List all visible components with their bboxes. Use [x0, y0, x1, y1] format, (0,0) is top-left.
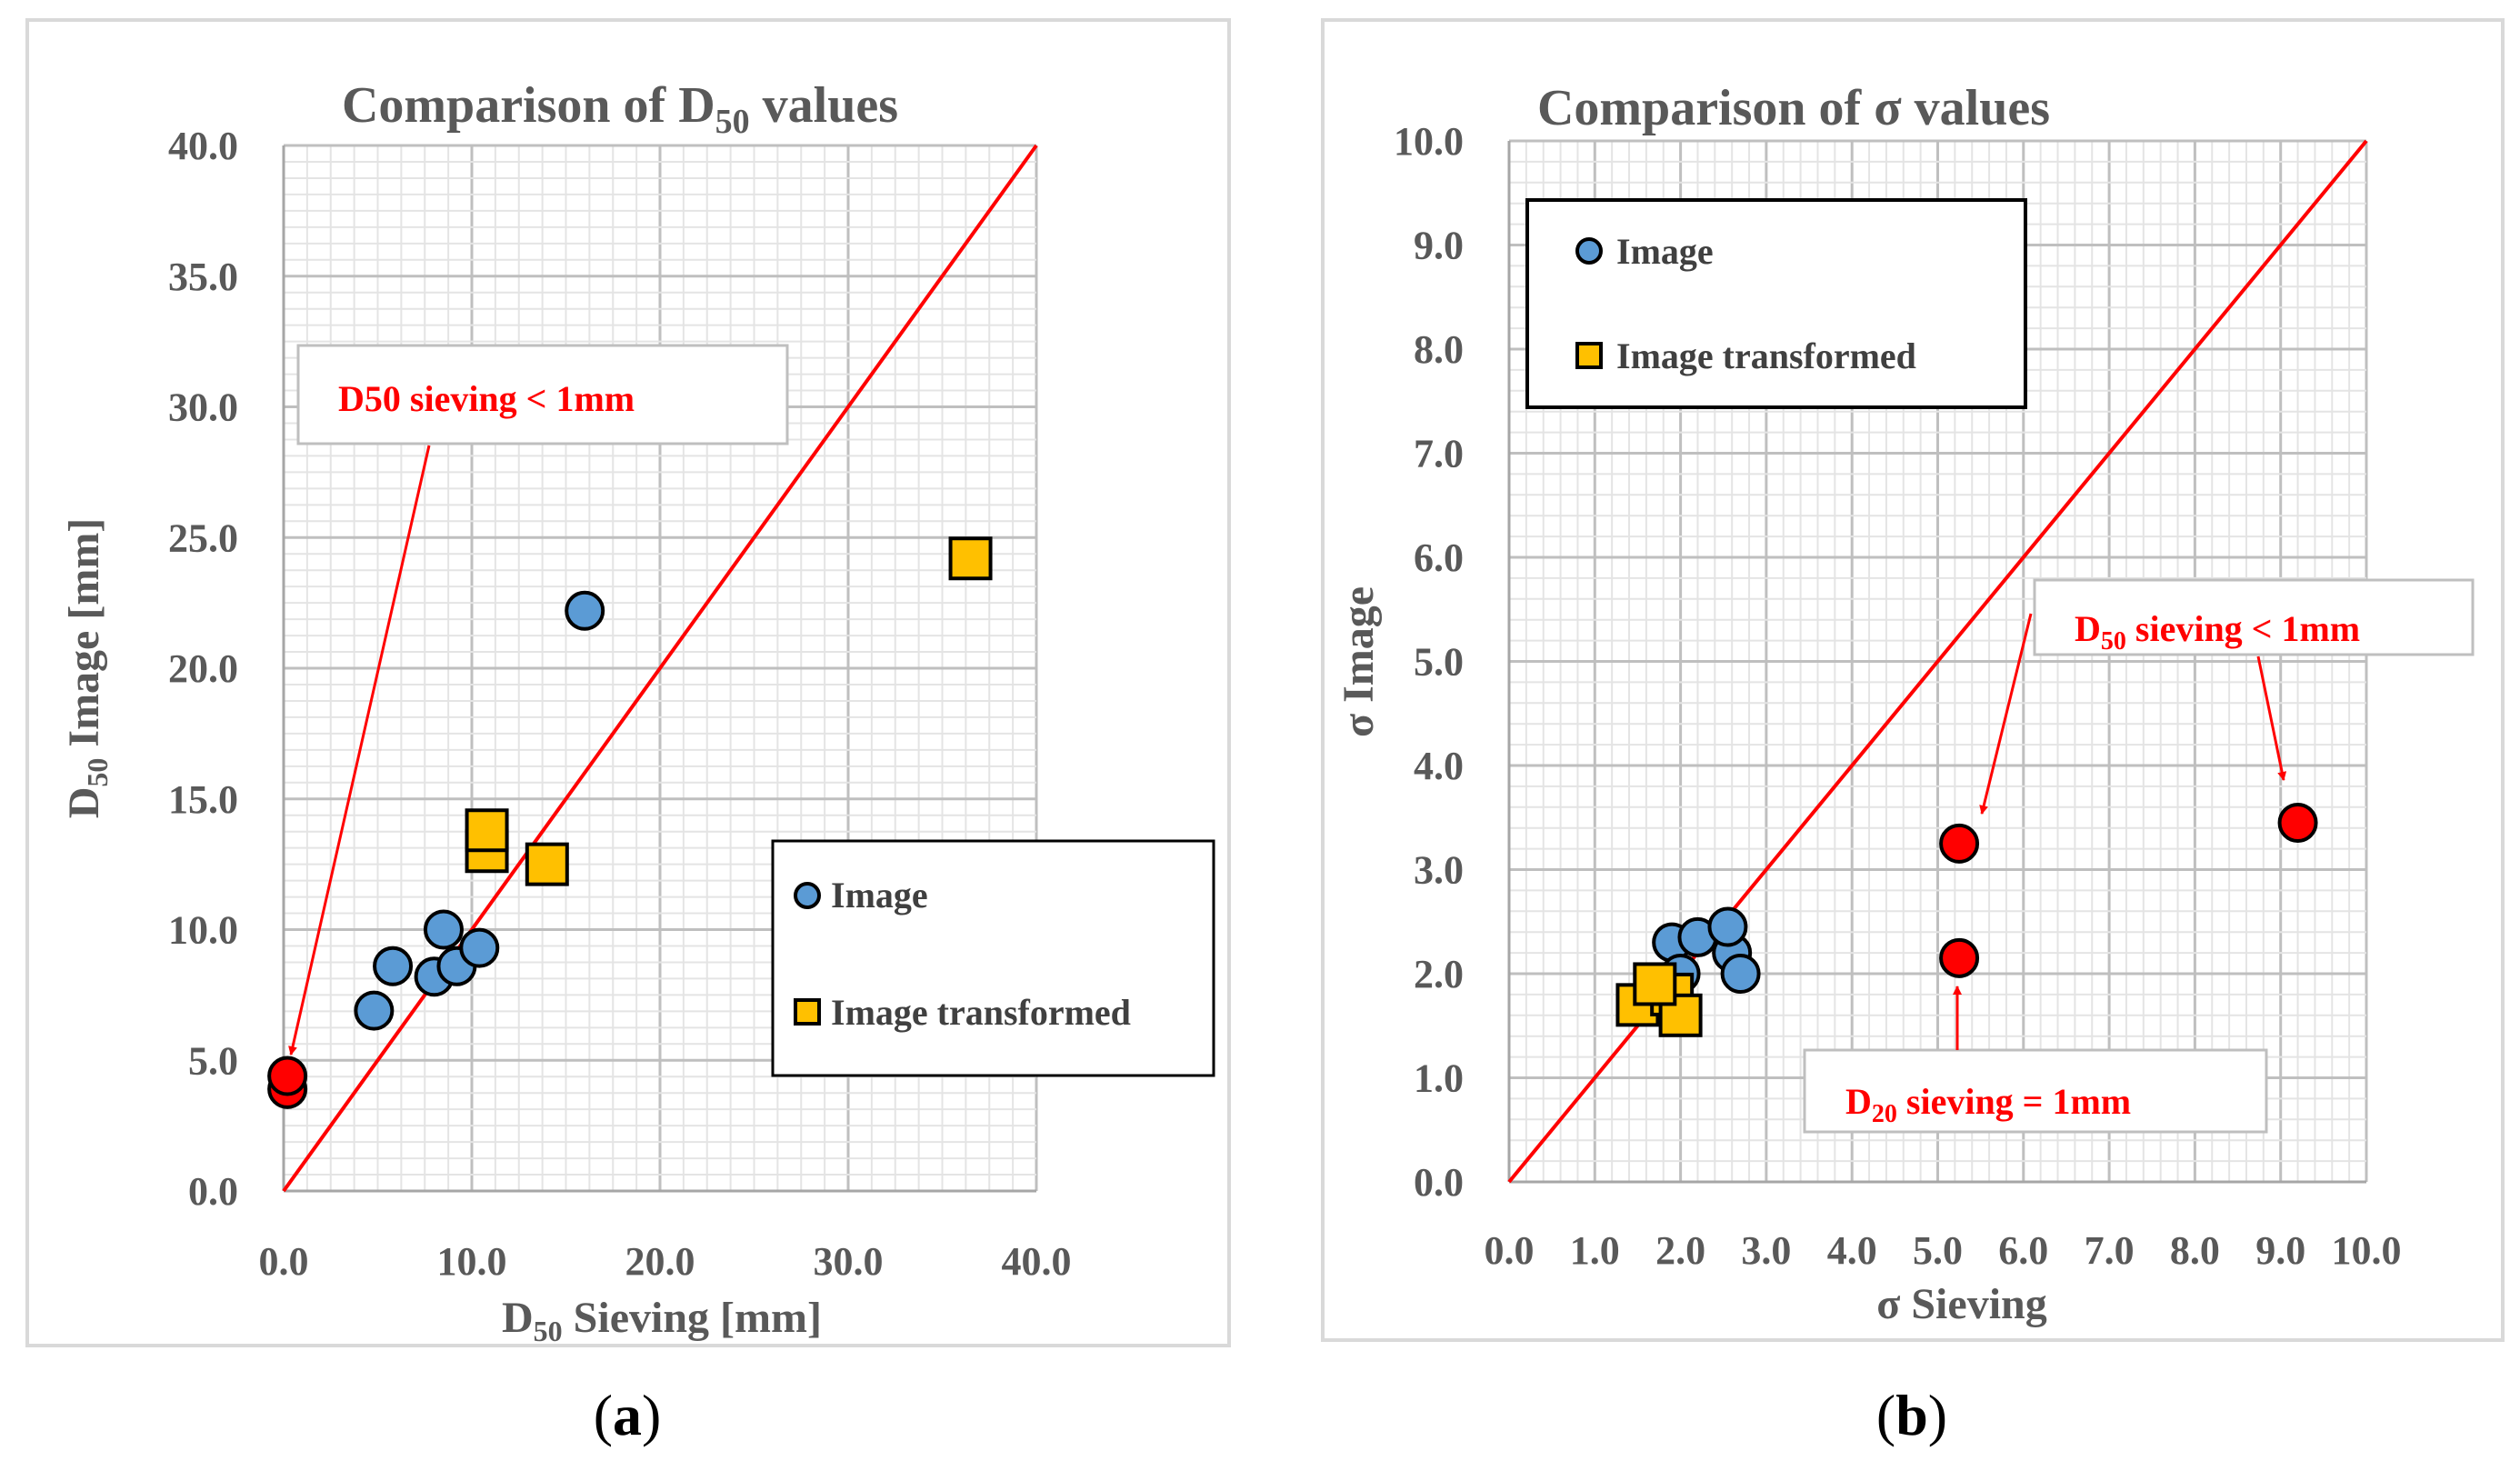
- chart-b-annotation-d20-box: [1803, 1048, 2268, 1134]
- y-tick-label: 25.0: [168, 515, 238, 560]
- x-tick-label: 3.0: [1741, 1228, 1791, 1273]
- chart-b-legend: [1525, 198, 2027, 409]
- y-tick-label: 3.0: [1414, 848, 1464, 893]
- y-tick-label: 6.0: [1414, 535, 1464, 580]
- x-tick-label: 4.0: [1827, 1228, 1877, 1273]
- panel-label-a: (a): [594, 1383, 662, 1447]
- x-tick-label: 8.0: [2170, 1228, 2220, 1273]
- y-tick-label: 2.0: [1414, 952, 1464, 996]
- y-tick-label: 20.0: [168, 646, 238, 691]
- chart-a-legend-image-label: Image: [831, 875, 928, 916]
- x-tick-label: 20.0: [625, 1239, 695, 1284]
- x-tick-label: 10.0: [437, 1239, 507, 1284]
- point-image: [1720, 954, 1761, 994]
- chart-b-ylabel: σ Image: [1335, 586, 1383, 737]
- y-tick-label: 0.0: [188, 1169, 238, 1214]
- point-sieving-outliers: [1939, 937, 1980, 978]
- chart-b-title: Comparison of σ values: [1537, 80, 2050, 136]
- point-image-transformed: [465, 808, 509, 853]
- chart-a-annotation-text: D50 sieving < 1mm: [338, 378, 635, 419]
- chart-b-annotation-d50-text: D50 sieving < 1mm: [2075, 608, 2360, 655]
- y-tick-label: 5.0: [1414, 640, 1464, 685]
- chart-b-legend-transformed-label: Image transformed: [1616, 335, 1916, 376]
- y-tick-label: 30.0: [168, 385, 238, 430]
- point-image: [354, 990, 395, 1031]
- chart-a-xlabel: D50 Sieving [mm]: [502, 1294, 822, 1347]
- chart-b-annotation-d50-arrow-1: [1979, 613, 2033, 815]
- x-tick-label: 5.0: [1913, 1228, 1963, 1273]
- chart-a-title: Comparison of D50 values: [342, 77, 898, 141]
- point-image: [1707, 906, 1748, 947]
- chart-b-legend-image-label: Image: [1616, 231, 1714, 272]
- y-tick-label: 4.0: [1414, 744, 1464, 788]
- chart-b-annotation-d50-box: [2033, 578, 2475, 656]
- chart-a-legend-transformed-marker: [794, 998, 821, 1026]
- x-tick-label: 30.0: [814, 1239, 884, 1284]
- chart-b-axes: 0.0 1.0 2.0 3.0 4.0 5.0 6.0 7.0 8.0 9.0 10.0 0.0 1.0…: [1394, 119, 2402, 1273]
- chart-a-legend: [771, 839, 1215, 1077]
- chart-b-markers: [1615, 802, 2318, 1037]
- chart-a-legend-image-marker: [794, 882, 821, 909]
- point-image: [459, 927, 500, 968]
- chart-b-xlabel: σ Sieving: [1876, 1280, 2046, 1328]
- x-tick-label: 0.0: [1485, 1228, 1535, 1273]
- x-tick-label: 9.0: [2255, 1228, 2305, 1273]
- y-tick-label: 9.0: [1414, 224, 1464, 268]
- chart-b-annotation-d50-arrow-2: [2256, 655, 2287, 781]
- point-image-transformed: [525, 842, 569, 886]
- point-sieving-outliers: [2277, 802, 2318, 843]
- chart-a-legend-transformed-label: Image transformed: [831, 992, 1131, 1033]
- chart-a-markers: [267, 536, 993, 1109]
- x-tick-label: 6.0: [1998, 1228, 2048, 1273]
- chart-b-legend-transformed-marker: [1575, 342, 1603, 369]
- x-tick-label: 1.0: [1570, 1228, 1620, 1273]
- y-tick-label: 5.0: [188, 1038, 238, 1083]
- chart-a-annotation-box: [296, 344, 789, 445]
- y-tick-label: 10.0: [1394, 119, 1464, 164]
- y-tick-label: 35.0: [168, 255, 238, 299]
- point-d50-sieving-1mm: [267, 1056, 308, 1096]
- y-tick-label: 40.0: [168, 124, 238, 168]
- chart-a-annotation-arrow: [288, 445, 431, 1056]
- y-tick-label: 8.0: [1414, 327, 1464, 372]
- y-tick-label: 10.0: [168, 908, 238, 953]
- y-tick-label: 15.0: [168, 777, 238, 822]
- y-tick-label: 1.0: [1414, 1056, 1464, 1101]
- y-tick-label: 7.0: [1414, 432, 1464, 476]
- point-sieving-outliers: [1939, 823, 1980, 864]
- chart-a-ylabel: D50 Image [mm]: [60, 518, 114, 819]
- point-image: [373, 946, 414, 986]
- x-tick-label: 10.0: [2332, 1228, 2402, 1273]
- x-tick-label: 2.0: [1655, 1228, 1705, 1273]
- x-tick-label: 0.0: [259, 1239, 309, 1284]
- point-image-transformed: [1633, 962, 1677, 1006]
- point-image: [423, 909, 464, 950]
- x-tick-label: 7.0: [2085, 1228, 2135, 1273]
- panel-label-b: (b): [1876, 1383, 1947, 1447]
- chart-a-axes: 0.0 10.0 20.0 30.0 40.0 0.0 5.0 10.0 15.0 20.0 25.…: [168, 124, 1072, 1284]
- point-image: [565, 590, 605, 631]
- chart-a-reference-line: [282, 144, 1038, 1193]
- chart-b-legend-image-marker: [1575, 237, 1603, 265]
- y-tick-label: 0.0: [1414, 1160, 1464, 1205]
- chart-a-frame: [25, 18, 1231, 1347]
- x-tick-label: 40.0: [1002, 1239, 1072, 1284]
- point-image-transformed: [948, 536, 993, 581]
- chart-b-annotation-d20-text: D20 sieving = 1mm: [1845, 1081, 2131, 1128]
